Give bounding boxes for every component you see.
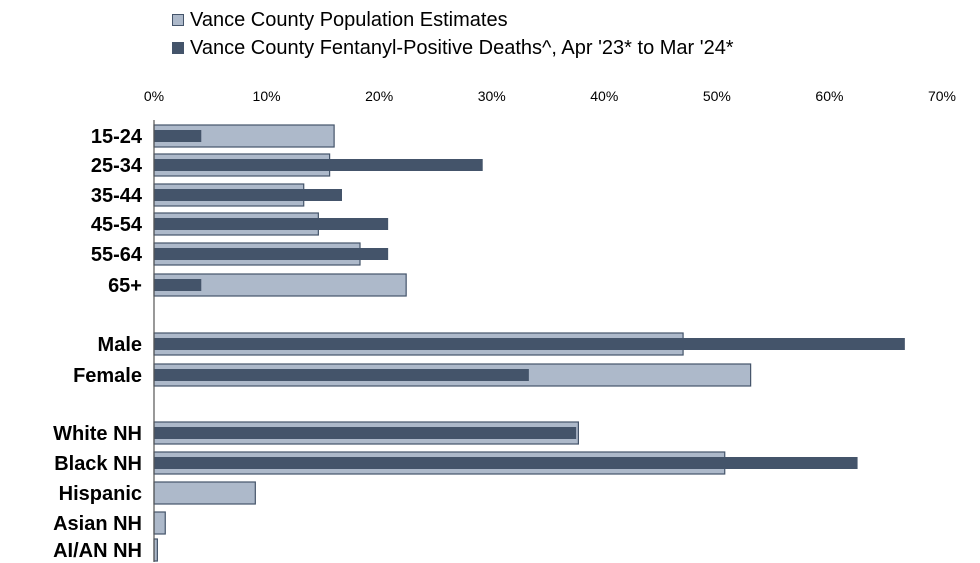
category-label: Asian NH [53, 513, 142, 535]
bar-deaths [154, 279, 202, 291]
bar-deaths [154, 130, 202, 142]
category-label: 55-64 [91, 244, 143, 266]
legend-swatch-population [172, 14, 184, 26]
bar-deaths [154, 369, 529, 381]
legend-swatch-deaths [172, 42, 184, 54]
category-label: White NH [53, 423, 142, 445]
category-label: 15-24 [91, 126, 143, 148]
bar-deaths [154, 457, 858, 469]
category-label: 45-54 [91, 214, 143, 236]
x-tick-label: 50% [703, 88, 731, 104]
x-tick-label: 0% [144, 88, 164, 104]
category-label: 65+ [108, 275, 142, 297]
legend-item-deaths: Vance County Fentanyl-Positive Deaths^, … [172, 34, 734, 62]
category-label: 25-34 [91, 155, 143, 177]
bar-deaths [154, 248, 389, 260]
category-label: Hispanic [59, 483, 142, 505]
category-label: Black NH [54, 453, 142, 475]
legend-label-deaths: Vance County Fentanyl-Positive Deaths^, … [190, 36, 734, 59]
category-label: AI/AN NH [53, 540, 142, 562]
category-label: Female [73, 365, 142, 387]
x-tick-label: 40% [590, 88, 618, 104]
bar-deaths [154, 159, 483, 171]
x-tick-label: 60% [815, 88, 843, 104]
bar-population [153, 511, 166, 535]
bar-deaths [154, 218, 389, 230]
category-label: 35-44 [91, 185, 143, 207]
x-tick-label: 70% [928, 88, 956, 104]
category-label: Male [98, 334, 142, 356]
legend-item-population: Vance County Population Estimates [172, 6, 734, 34]
bar-deaths [154, 189, 342, 201]
bar-deaths [154, 338, 905, 350]
bar-deaths [154, 427, 577, 439]
legend-label-population: Vance County Population Estimates [190, 8, 508, 31]
x-tick-label: 10% [253, 88, 281, 104]
x-tick-label: 30% [478, 88, 506, 104]
legend: Vance County Population Estimates Vance … [172, 6, 734, 62]
x-tick-label: 20% [365, 88, 393, 104]
bar-population [153, 481, 256, 505]
